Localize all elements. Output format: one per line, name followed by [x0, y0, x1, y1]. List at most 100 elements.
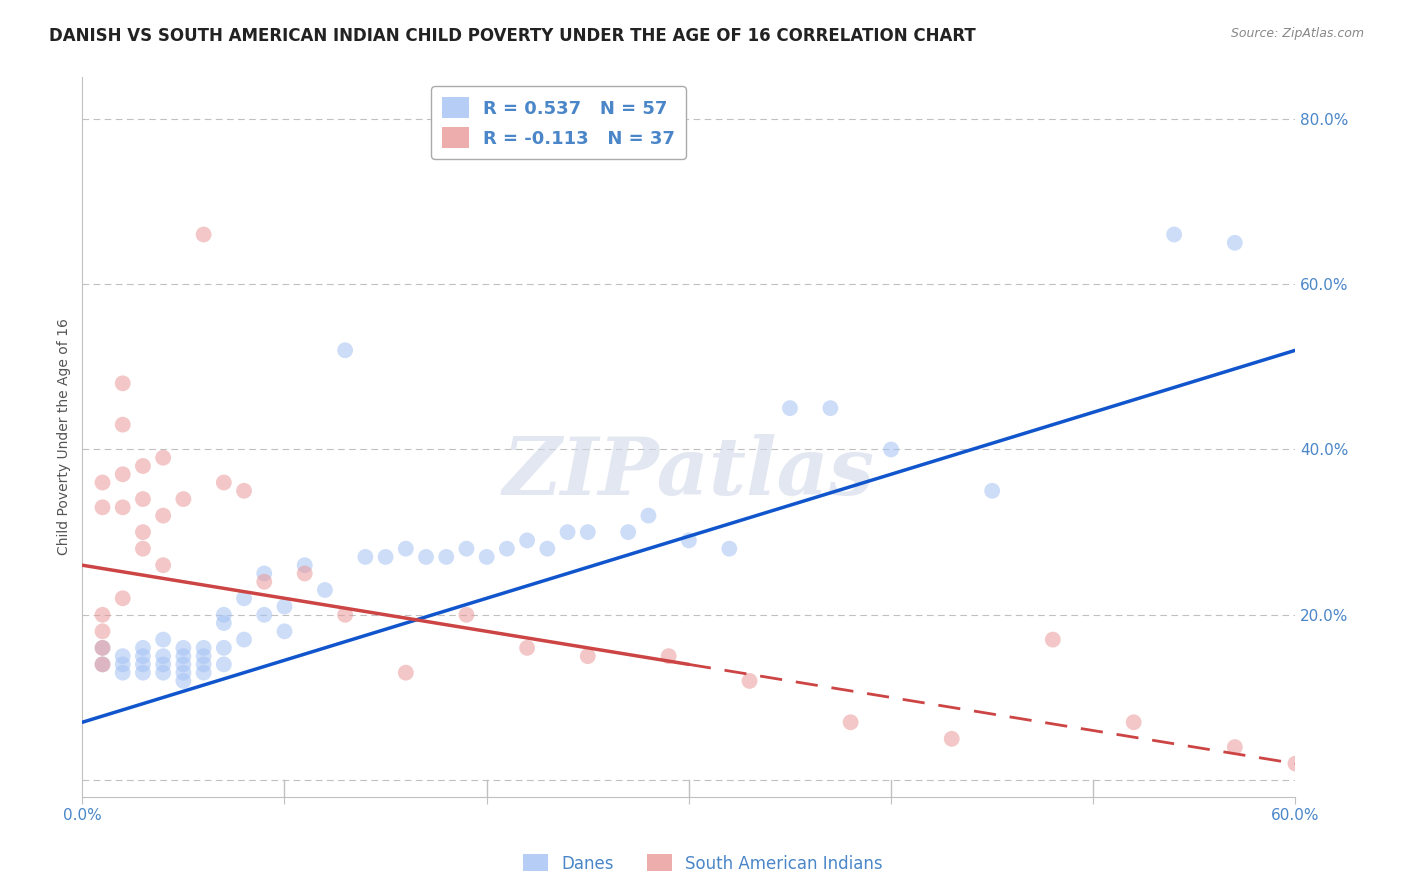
Point	[294, 558, 316, 573]
Legend: R = 0.537   N = 57, R = -0.113   N = 37: R = 0.537 N = 57, R = -0.113 N = 37	[432, 87, 686, 159]
Point	[212, 475, 235, 490]
Point	[111, 467, 134, 482]
Point	[576, 525, 599, 540]
Point	[333, 343, 356, 358]
Point	[152, 649, 174, 664]
Point	[91, 607, 114, 622]
Point	[212, 616, 235, 631]
Point	[172, 673, 194, 688]
Point	[132, 458, 155, 473]
Point	[637, 508, 659, 523]
Point	[172, 657, 194, 672]
Point	[374, 549, 396, 564]
Point	[839, 715, 862, 730]
Point	[718, 541, 741, 556]
Point	[1122, 715, 1144, 730]
Point	[233, 483, 256, 498]
Point	[172, 649, 194, 664]
Point	[233, 591, 256, 606]
Point	[434, 549, 457, 564]
Point	[132, 657, 155, 672]
Point	[354, 549, 377, 564]
Point	[536, 541, 558, 556]
Point	[475, 549, 498, 564]
Point	[395, 665, 418, 680]
Point	[152, 450, 174, 465]
Point	[91, 657, 114, 672]
Text: Source: ZipAtlas.com: Source: ZipAtlas.com	[1230, 27, 1364, 40]
Point	[314, 582, 336, 597]
Point	[212, 607, 235, 622]
Point	[273, 624, 295, 639]
Point	[152, 632, 174, 647]
Point	[91, 657, 114, 672]
Point	[193, 227, 215, 242]
Point	[941, 731, 963, 746]
Point	[1042, 632, 1064, 647]
Point	[212, 657, 235, 672]
Point	[617, 525, 640, 540]
Point	[678, 533, 700, 548]
Point	[496, 541, 519, 556]
Point	[233, 632, 256, 647]
Point	[172, 640, 194, 655]
Point	[132, 491, 155, 506]
Point	[880, 442, 903, 457]
Point	[132, 541, 155, 556]
Point	[193, 640, 215, 655]
Point	[111, 417, 134, 432]
Point	[111, 591, 134, 606]
Point	[738, 673, 761, 688]
Point	[576, 649, 599, 664]
Point	[253, 574, 276, 589]
Point	[212, 640, 235, 655]
Point	[395, 541, 418, 556]
Point	[273, 599, 295, 614]
Point	[456, 607, 478, 622]
Point	[111, 665, 134, 680]
Point	[1163, 227, 1185, 242]
Y-axis label: Child Poverty Under the Age of 16: Child Poverty Under the Age of 16	[58, 318, 72, 556]
Point	[1223, 235, 1246, 250]
Point	[415, 549, 437, 564]
Point	[193, 649, 215, 664]
Point	[1223, 740, 1246, 755]
Point	[132, 649, 155, 664]
Point	[152, 665, 174, 680]
Point	[111, 649, 134, 664]
Point	[152, 657, 174, 672]
Point	[779, 401, 801, 416]
Point	[91, 500, 114, 515]
Point	[557, 525, 579, 540]
Point	[294, 566, 316, 581]
Point	[516, 533, 538, 548]
Legend: Danes, South American Indians: Danes, South American Indians	[516, 847, 890, 880]
Point	[193, 657, 215, 672]
Point	[132, 640, 155, 655]
Point	[193, 665, 215, 680]
Point	[456, 541, 478, 556]
Point	[1284, 756, 1306, 771]
Point	[91, 624, 114, 639]
Point	[132, 525, 155, 540]
Text: ZIPatlas: ZIPatlas	[503, 434, 875, 512]
Text: DANISH VS SOUTH AMERICAN INDIAN CHILD POVERTY UNDER THE AGE OF 16 CORRELATION CH: DANISH VS SOUTH AMERICAN INDIAN CHILD PO…	[49, 27, 976, 45]
Point	[172, 491, 194, 506]
Point	[253, 607, 276, 622]
Point	[253, 566, 276, 581]
Point	[91, 640, 114, 655]
Point	[516, 640, 538, 655]
Point	[152, 558, 174, 573]
Point	[658, 649, 681, 664]
Point	[172, 665, 194, 680]
Point	[111, 657, 134, 672]
Point	[91, 640, 114, 655]
Point	[152, 508, 174, 523]
Point	[820, 401, 842, 416]
Point	[981, 483, 1004, 498]
Point	[111, 500, 134, 515]
Point	[91, 475, 114, 490]
Point	[111, 376, 134, 391]
Point	[333, 607, 356, 622]
Point	[132, 665, 155, 680]
